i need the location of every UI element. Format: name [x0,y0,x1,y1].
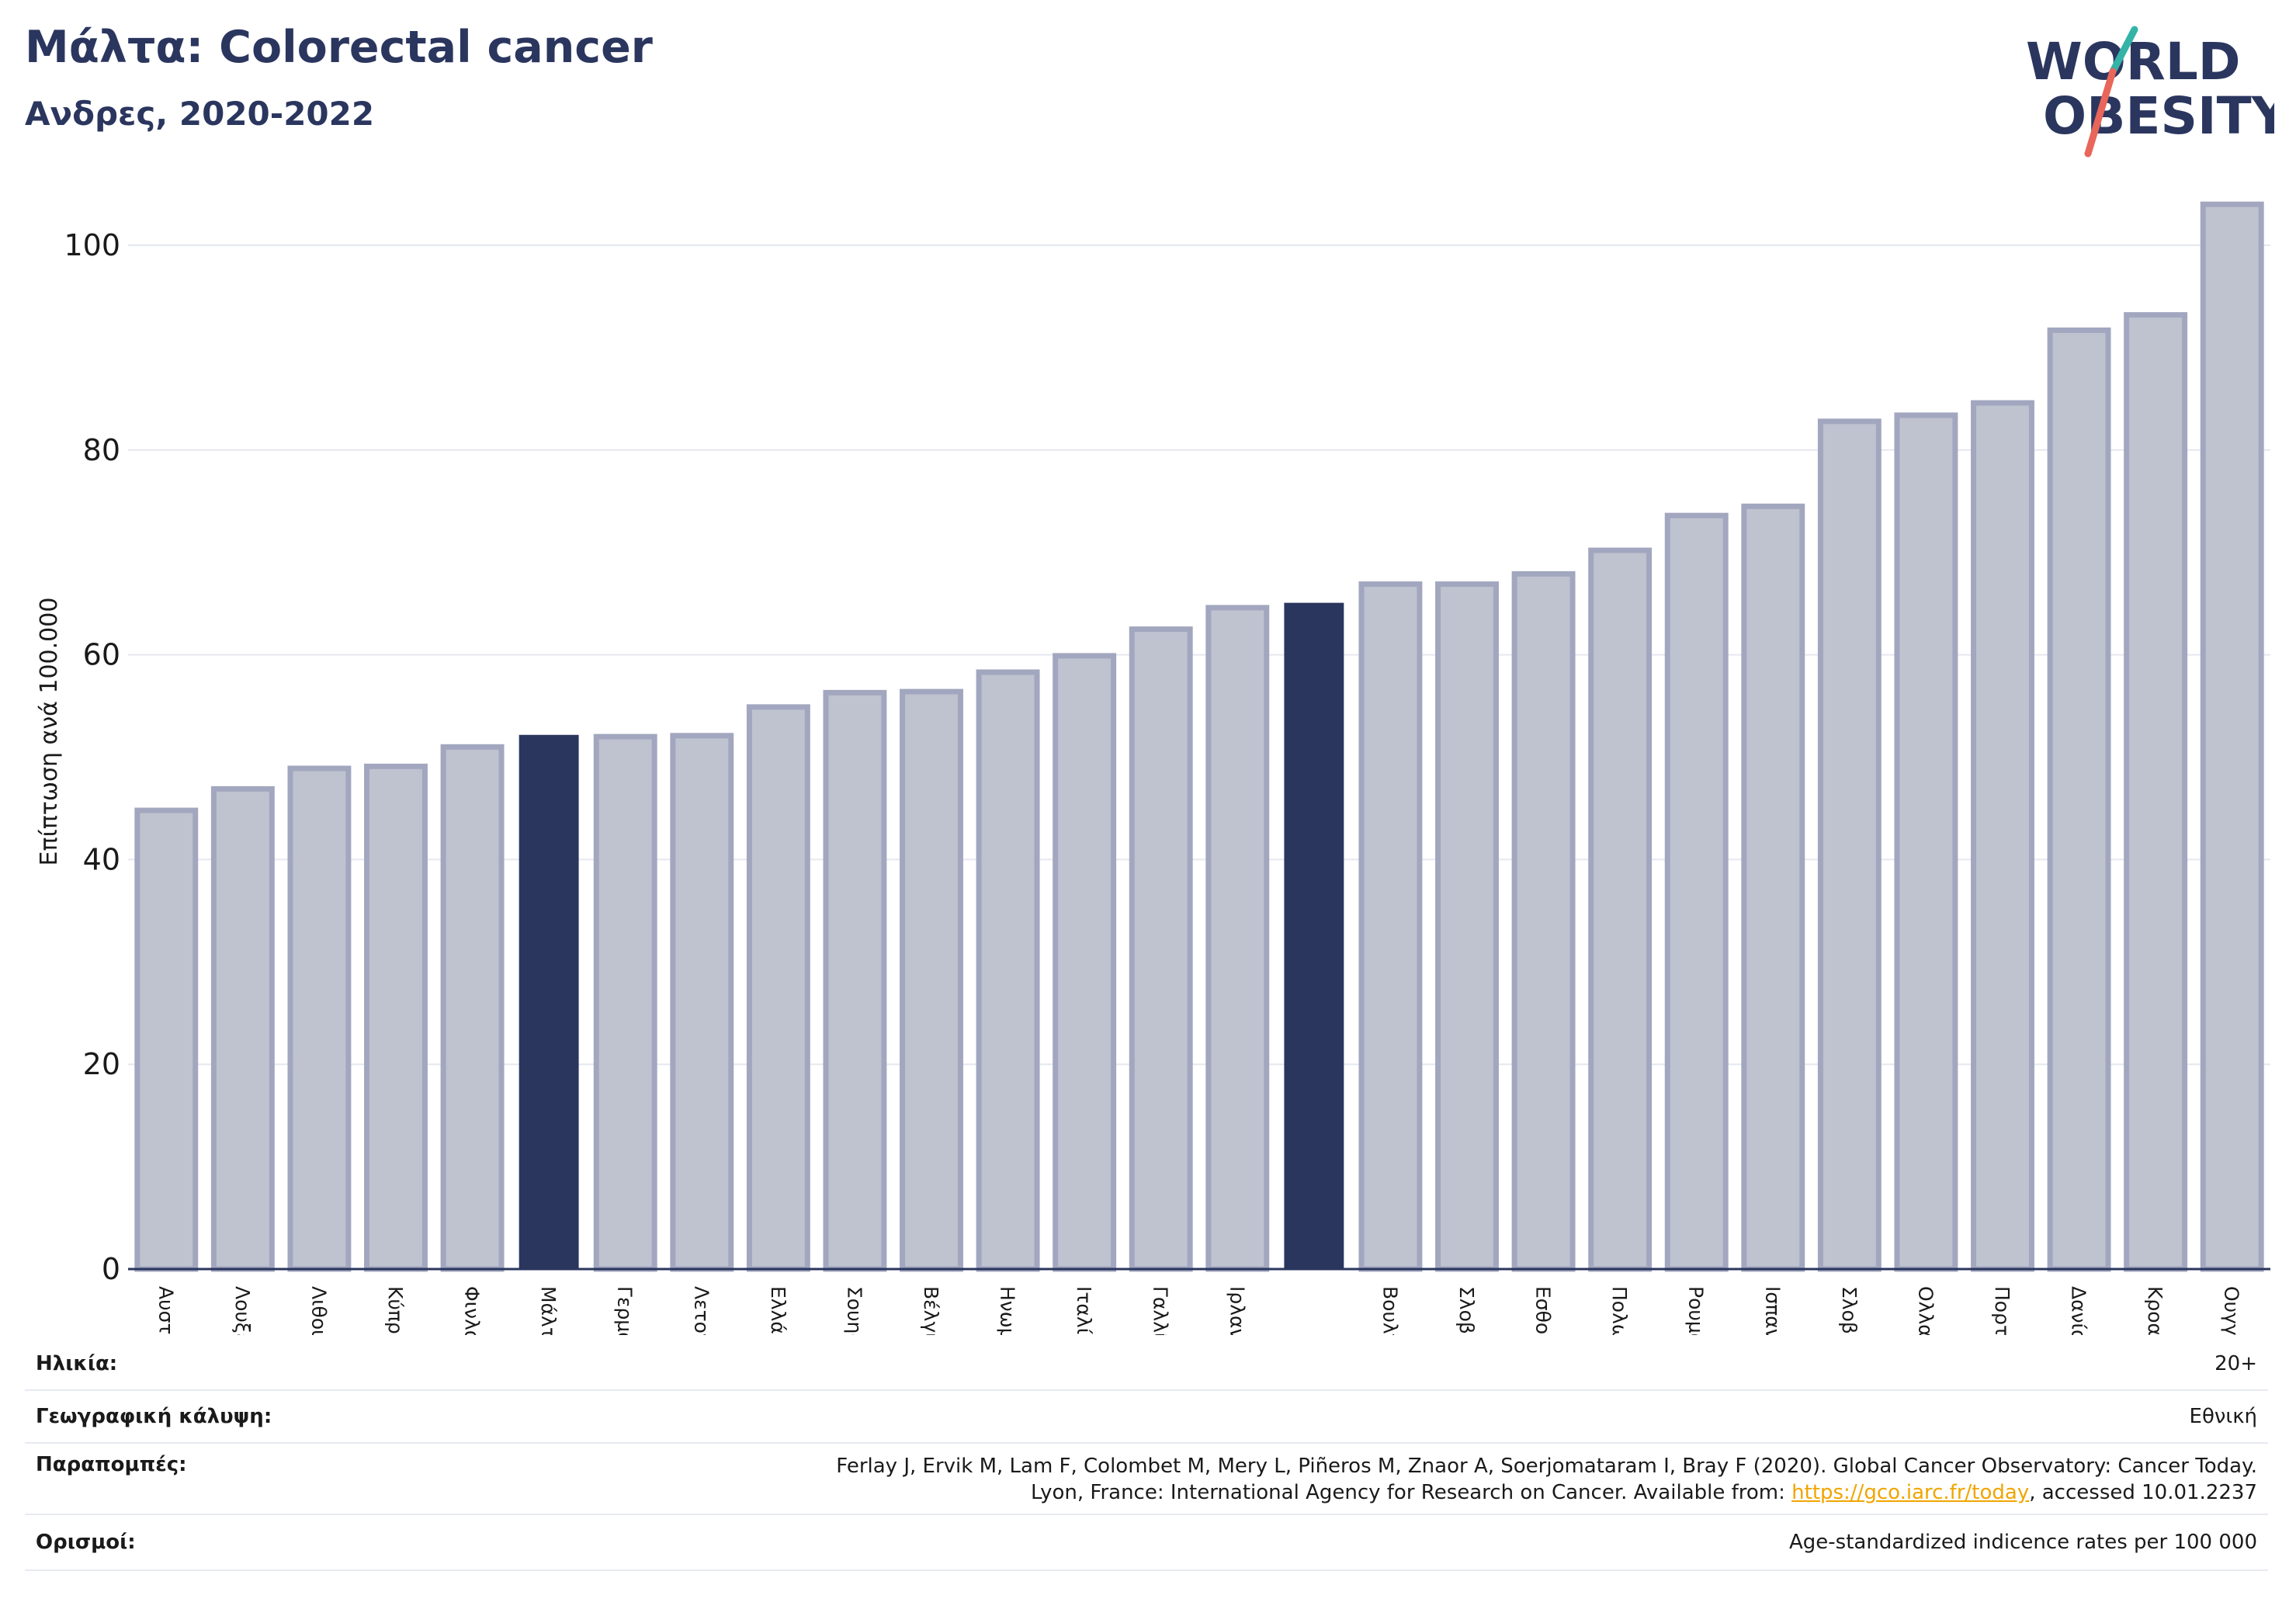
bar [1511,570,1576,1272]
bar-chart: 0 20 40 60 80 100 Επίπτωση ανά 100.000 Αυστρία Λ… [36,201,2270,1335]
references-line-2-suffix: , accessed 10.01.2237 [2029,1481,2257,1504]
references-line-1: Ferlay J, Ervik M, Lam F, Colombet M, Me… [836,1455,2257,1478]
world-obesity-logo: WORLD OBESITY [2026,26,2274,158]
x-tick-label: Γερμανία [614,1286,636,1335]
bar [1435,581,1499,1272]
bar [519,734,579,1270]
bar [1664,512,1729,1272]
x-tick-label: Πολωνία [1608,1286,1631,1335]
x-tick-label: Ουγγαρία [2221,1286,2243,1335]
references-label: Παραπομπές: [36,1453,187,1476]
references-value: Ferlay J, Ervik M, Lam F, Colombet M, Me… [836,1453,2257,1506]
logo-slash-teal [2109,26,2138,75]
definitions-value: Age-standardized indicence rates per 100… [1789,1531,2257,1554]
y-tick-label: 20 [83,1047,120,1081]
bar [670,733,734,1272]
bar [593,733,657,1272]
x-tick-label: Ιρλανδία [1226,1286,1248,1335]
info-row-references: Παραπομπές: Ferlay J, Ervik M, Lam F, Co… [25,1444,2268,1515]
coverage-value: Εθνική [2189,1405,2257,1428]
x-tick-label: Γαλλία [1150,1286,1172,1335]
x-tick-label: Ρουμανία [1685,1286,1708,1335]
bar [1971,400,2034,1272]
x-tick-label: Πορτογαλία [1991,1286,2013,1335]
y-tick-label: 60 [83,638,120,672]
x-tick-label: Σουηδία [843,1286,865,1335]
x-tick-label: Αυστρία [154,1286,177,1335]
x-tick-label: Κύπρος [384,1286,407,1335]
x-tick-label: Ολλανδία [1914,1286,1937,1335]
logo-slash-coral [2084,68,2117,158]
x-tick-label: Φινλανδία [461,1286,484,1335]
bar [2200,201,2264,1272]
info-row-age: Ηλικία: 20+ [25,1337,2268,1391]
x-tick-label: Λιθουανία [307,1286,330,1335]
references-line-2: Lyon, France: International Agency for R… [836,1479,2257,1506]
bar [1284,602,1344,1270]
bar [1894,412,1958,1272]
references-line-2-text: Lyon, France: International Agency for R… [1030,1481,1792,1504]
bar [1205,605,1270,1272]
x-tick-label: Μάλτα [537,1286,560,1335]
x-tick-label: Λετονία [690,1286,713,1335]
coverage-label: Γεωγραφική κάλυψη: [36,1405,272,1428]
bar [1817,418,1882,1272]
y-tick-label: 0 [102,1252,120,1286]
x-tick-label: Εσθονία [1532,1286,1555,1335]
x-tick-label: Λουξεμβούργο [231,1286,254,1335]
chart-subtitle: Ανδρες, 2020-2022 [25,95,375,133]
bar [440,744,505,1272]
y-tick-label: 80 [83,433,120,467]
bar [2124,312,2188,1272]
x-tick-label: Βουλγαρία [1379,1286,1401,1335]
x-tick-label: Δανία [2068,1286,2090,1335]
bar [1741,503,1805,1272]
bar [1358,581,1423,1272]
x-tick-label: Ελλάδα [767,1286,789,1335]
bar [900,688,963,1272]
x-tick-label: Βέλγιο [920,1286,942,1335]
references-link[interactable]: https://gco.iarc.fr/today [1791,1481,2030,1504]
bar [134,807,199,1272]
x-tick-label: Κροατία [2144,1286,2166,1335]
bar [1129,626,1193,1272]
x-tick-label: Ηνωμένο Βασίλειο [997,1286,1019,1335]
y-tick-label: 40 [83,842,120,876]
x-tick-label: Σλοβενία [1455,1286,1478,1335]
bar [210,785,275,1272]
age-label: Ηλικία: [36,1352,118,1375]
bar [1053,653,1117,1272]
info-row-definitions: Ορισμοί: Age-standardized indicence rate… [25,1515,2268,1571]
logo-text-obesity: OBESITY [2043,86,2274,146]
y-axis-label: Επίπτωση ανά 100.000 [36,598,63,866]
bar [746,704,810,1272]
age-value: 20+ [2214,1352,2257,1375]
bar [976,669,1040,1272]
chart-title: Μάλτα: Colorectal cancer [25,22,653,73]
bar [823,689,887,1272]
x-tick-label: Ισπανία [1761,1286,1784,1335]
bar [1588,547,1653,1272]
y-tick-label: 100 [64,228,120,262]
x-tick-label: Σλοβακία [1838,1286,1861,1335]
definitions-label: Ορισμοί: [36,1531,136,1554]
bar [364,763,428,1272]
x-tick-label: Ιταλία [1073,1286,1095,1335]
bar [2047,327,2111,1272]
bar [287,765,352,1272]
info-row-coverage: Γεωγραφική κάλυψη: Εθνική [25,1391,2268,1444]
logo-text-world: WORLD [2026,32,2241,92]
